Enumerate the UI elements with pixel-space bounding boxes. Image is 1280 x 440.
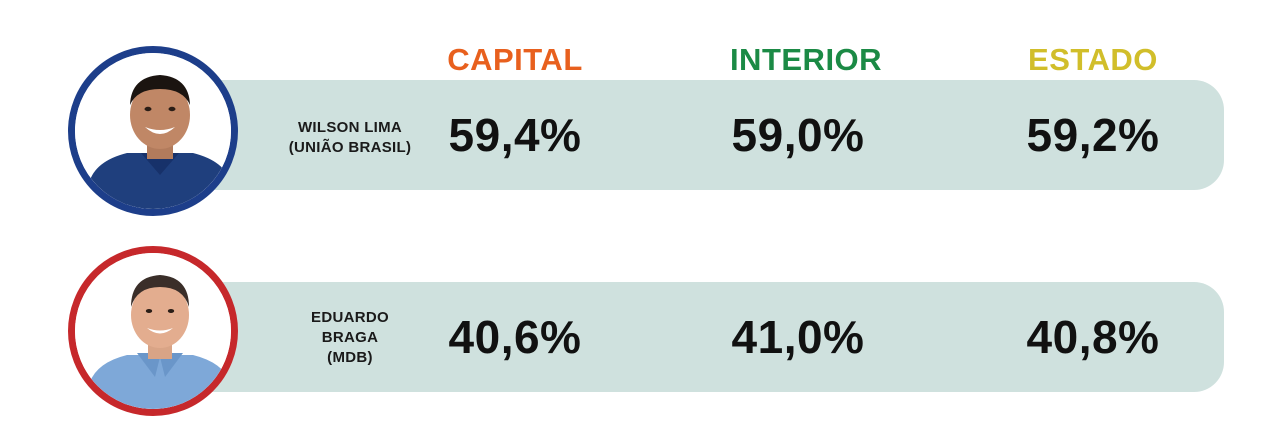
candidate-name-line: WILSON LIMA bbox=[297, 119, 403, 136]
candidate-name-line: EDUARDO bbox=[311, 309, 389, 326]
value-label-eduardo-interior: 41,0% bbox=[731, 311, 865, 363]
value-label-wilson-interior: 59,0% bbox=[731, 109, 865, 161]
candidate-name-line: (UNIÃO BRASIL) bbox=[288, 139, 412, 156]
candidate-row-band-eduardo bbox=[160, 282, 1224, 392]
value-label-wilson-capital: 59,4% bbox=[448, 109, 582, 161]
value-label-wilson-estado: 59,2% bbox=[1026, 109, 1160, 161]
person-portrait-icon bbox=[75, 253, 231, 409]
candidate-name-eduardo: EDUARDO BRAGA (MDB) bbox=[275, 308, 425, 368]
column-header-interior: INTERIOR bbox=[729, 42, 883, 77]
candidate-photo-eduardo bbox=[68, 246, 238, 416]
candidate-name-wilson: WILSON LIMA (UNIÃO BRASIL) bbox=[275, 118, 425, 158]
column-header-estado: ESTADO bbox=[1028, 42, 1158, 77]
column-header-capital: CAPITAL bbox=[447, 42, 583, 77]
value-label-eduardo-estado: 40,8% bbox=[1026, 311, 1160, 363]
candidate-name-line: BRAGA bbox=[321, 329, 379, 346]
candidate-name-line: (MDB) bbox=[327, 349, 373, 366]
candidate-photo-wilson bbox=[68, 46, 238, 216]
value-label-eduardo-capital: 40,6% bbox=[448, 311, 582, 363]
candidate-row-band-wilson bbox=[160, 80, 1224, 190]
person-portrait-icon bbox=[75, 53, 231, 209]
